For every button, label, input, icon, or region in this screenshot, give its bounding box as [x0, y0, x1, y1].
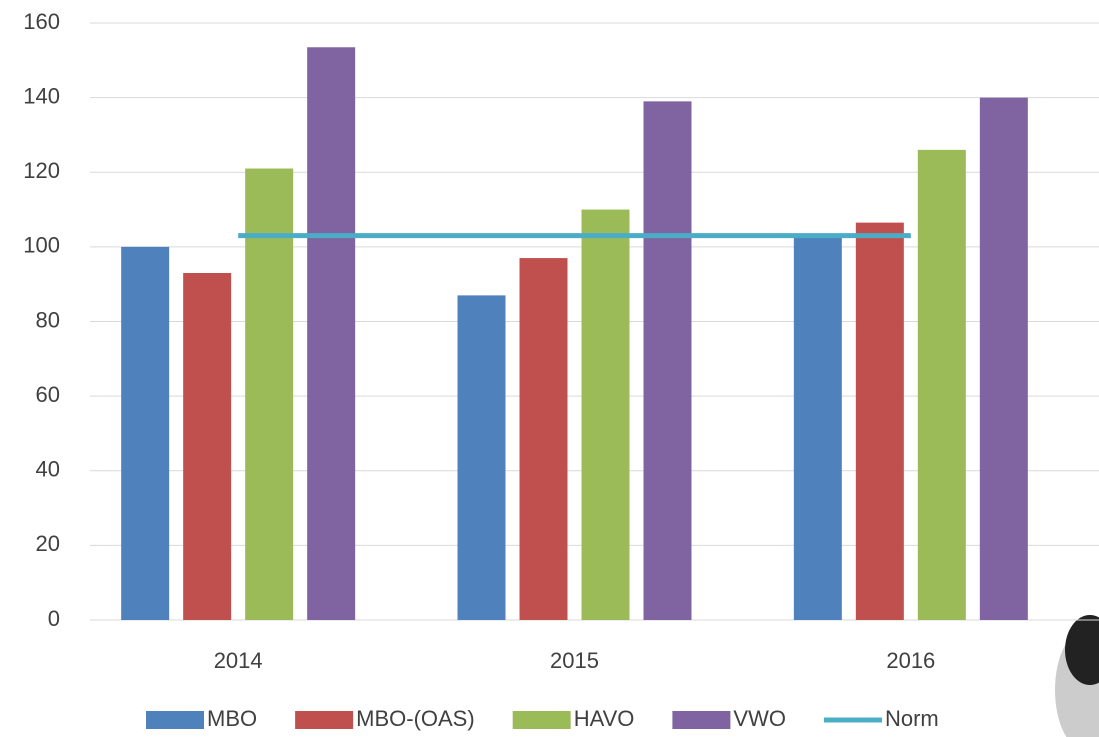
legend-label: MBO: [207, 706, 257, 731]
bar: [643, 101, 692, 620]
legend-swatch: [146, 711, 204, 729]
legend-swatch: [295, 711, 354, 729]
bar: [917, 149, 966, 621]
y-tick-label: 40: [36, 457, 60, 482]
y-tick-label: 80: [36, 307, 60, 332]
legend-label: MBO-(OAS): [356, 706, 475, 731]
legend-swatch: [512, 711, 571, 729]
bar: [457, 295, 506, 620]
y-tick-label: 60: [36, 382, 60, 407]
bar: [581, 209, 630, 620]
bar: [307, 47, 356, 621]
bar: [519, 258, 568, 620]
y-tick-label: 120: [23, 158, 60, 183]
legend-label: VWO: [733, 706, 786, 731]
legend-label: HAVO: [574, 706, 635, 731]
y-tick-label: 0: [48, 606, 60, 631]
legend-label: Norm: [885, 706, 939, 731]
y-tick-label: 20: [36, 531, 60, 556]
decoration: [1065, 615, 1099, 685]
x-tick-label: 2014: [214, 648, 263, 673]
bar: [183, 272, 232, 620]
bar: [121, 246, 170, 620]
y-tick-label: 140: [23, 83, 60, 108]
x-tick-label: 2015: [550, 648, 599, 673]
legend-swatch: [672, 711, 731, 729]
y-tick-label: 160: [23, 9, 60, 34]
bar: [979, 97, 1028, 620]
x-tick-label: 2016: [886, 648, 935, 673]
y-tick-label: 100: [23, 233, 60, 258]
bar: [245, 168, 294, 621]
bar: [793, 235, 842, 620]
bar: [855, 222, 904, 620]
